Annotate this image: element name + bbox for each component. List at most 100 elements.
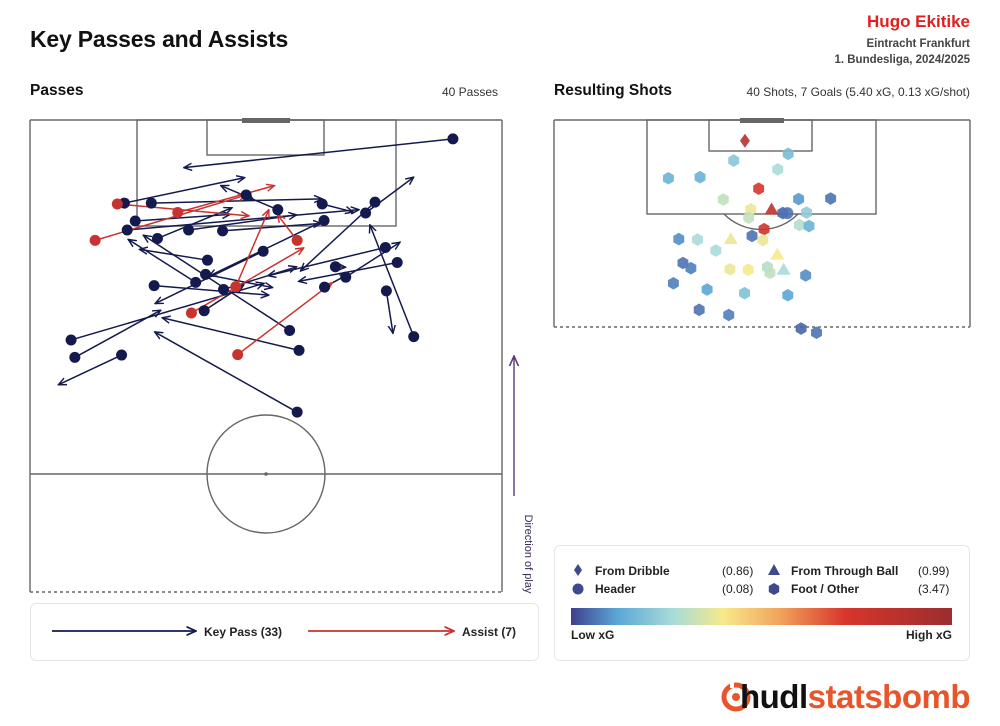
- assist-origin: [291, 234, 303, 246]
- shot-marker-foot: [743, 211, 755, 225]
- key-pass-arrow: [345, 242, 400, 278]
- key-pass-origin: [200, 268, 212, 280]
- key-pass-arrow: [385, 290, 393, 333]
- shots-goal: [740, 118, 784, 123]
- shots-panel-title: Resulting Shots: [554, 82, 672, 99]
- legend-foot-value: (3.47): [918, 582, 950, 596]
- key-pass-arrow: [162, 318, 300, 352]
- assist-arrow: [235, 210, 269, 287]
- shot-marker-foot: [772, 163, 784, 176]
- brand-statsbomb: statsbomb: [807, 678, 971, 715]
- goal: [242, 118, 290, 123]
- key-pass-origin: [257, 245, 269, 257]
- shot-marker-foot: [694, 170, 706, 184]
- key-pass-arrow: [154, 284, 269, 295]
- shot-markers: [662, 133, 837, 339]
- key-pass-origin: [318, 215, 330, 227]
- shot-marker-through: [764, 202, 779, 215]
- shot-marker-foot: [723, 308, 735, 322]
- assist-origin: [89, 234, 101, 246]
- shot-marker-foot: [825, 192, 837, 205]
- shot-marker-foot: [782, 288, 794, 302]
- legend-dribble-value: (0.86): [722, 564, 754, 578]
- shot-marker-foot: [662, 171, 674, 185]
- key-pass-arrow: [128, 239, 197, 284]
- key-pass-origin: [190, 276, 202, 288]
- key-pass-arrow: [151, 199, 322, 204]
- key-pass-origin: [329, 261, 341, 273]
- key-pass-origin: [447, 133, 459, 145]
- key-pass-arrow: [143, 235, 291, 332]
- key-pass-origin: [198, 305, 210, 317]
- assist-origin: [111, 198, 123, 210]
- shot-marker-foot: [793, 218, 805, 232]
- key-pass-arrow: [58, 354, 122, 385]
- key-pass-arrow: [135, 214, 230, 222]
- shot-marker-header: [781, 207, 794, 220]
- key-pass-origin: [408, 331, 420, 343]
- key-pass-arrow: [70, 283, 264, 341]
- shot-marker-foot: [757, 233, 769, 247]
- key-pass-origin: [293, 344, 305, 356]
- shot-marker-foot: [795, 322, 807, 335]
- key-pass-origin: [340, 271, 352, 283]
- low-xg-label: Low xG: [571, 628, 615, 642]
- shot-marker-foot: [728, 154, 740, 167]
- legend-foot-label: Foot / Other: [791, 582, 859, 596]
- shot-marker-foot: [710, 244, 722, 257]
- shot-marker-foot: [685, 261, 697, 275]
- key-pass-origin: [240, 189, 252, 201]
- assist-origin: [172, 207, 184, 219]
- key-pass-arrow: [124, 178, 244, 204]
- shot-marker-foot: [739, 286, 750, 300]
- key-pass-arrow: [299, 261, 398, 282]
- pass-arrows: [58, 133, 459, 418]
- team-name: Eintracht Frankfurt: [866, 38, 970, 50]
- key-pass-origin: [272, 204, 284, 216]
- page-title: Key Passes and Assists: [30, 26, 289, 52]
- key-pass-arrow: [268, 246, 386, 275]
- assist-origin: [230, 281, 242, 293]
- key-pass-origin: [145, 197, 157, 209]
- key-pass-origin: [116, 349, 128, 361]
- shot-marker-foot: [811, 326, 822, 339]
- key-pass-origin: [217, 225, 229, 237]
- key-pass-origin: [391, 257, 403, 269]
- six-yard-box: [206, 119, 325, 156]
- key-pass-origin: [129, 215, 141, 227]
- legend-dribble-label: From Dribble: [595, 564, 670, 578]
- passes-pitch: [29, 119, 503, 593]
- key-pass-origin: [69, 351, 81, 363]
- player-name: Hugo Ekitike: [867, 12, 970, 31]
- brand-logo: hudlstatsbomb: [739, 678, 971, 716]
- shot-marker-through: [776, 262, 791, 275]
- high-xg-label: High xG: [906, 628, 953, 642]
- shots-six-yard-box: [708, 119, 813, 152]
- legend-header-label: Header: [595, 582, 636, 596]
- shots-penalty-box: [646, 119, 877, 215]
- key-pass-origin: [379, 241, 391, 253]
- key-pass-origin: [319, 281, 331, 293]
- shot-marker-foot: [800, 269, 812, 282]
- direction-label: Direction of play: [522, 514, 534, 594]
- shot-marker-foot: [673, 232, 685, 246]
- diamond-icon: [574, 564, 582, 576]
- shot-marker-foot: [692, 233, 703, 246]
- shot-marker-foot: [724, 262, 736, 276]
- brand-hudl: hudl: [739, 678, 808, 715]
- shot-marker-foot: [753, 182, 765, 195]
- competition-name: 1. Bundesliga, 2024/2025: [834, 54, 970, 66]
- assist-origin: [232, 349, 244, 361]
- hexagon-icon: [768, 583, 780, 595]
- key-pass-arrow: [184, 138, 453, 168]
- shot-marker-foot: [701, 283, 713, 296]
- key-pass-origin: [291, 406, 303, 418]
- assist-arrow: [191, 248, 303, 314]
- shot-marker-foot: [803, 219, 815, 233]
- key-pass-origin: [148, 280, 160, 292]
- shot-legend: [554, 545, 970, 661]
- assist-arrow: [177, 186, 275, 214]
- legend-through-label: From Through Ball: [791, 564, 899, 578]
- assist-arrow: [117, 203, 249, 216]
- shots-pitch: [553, 119, 971, 328]
